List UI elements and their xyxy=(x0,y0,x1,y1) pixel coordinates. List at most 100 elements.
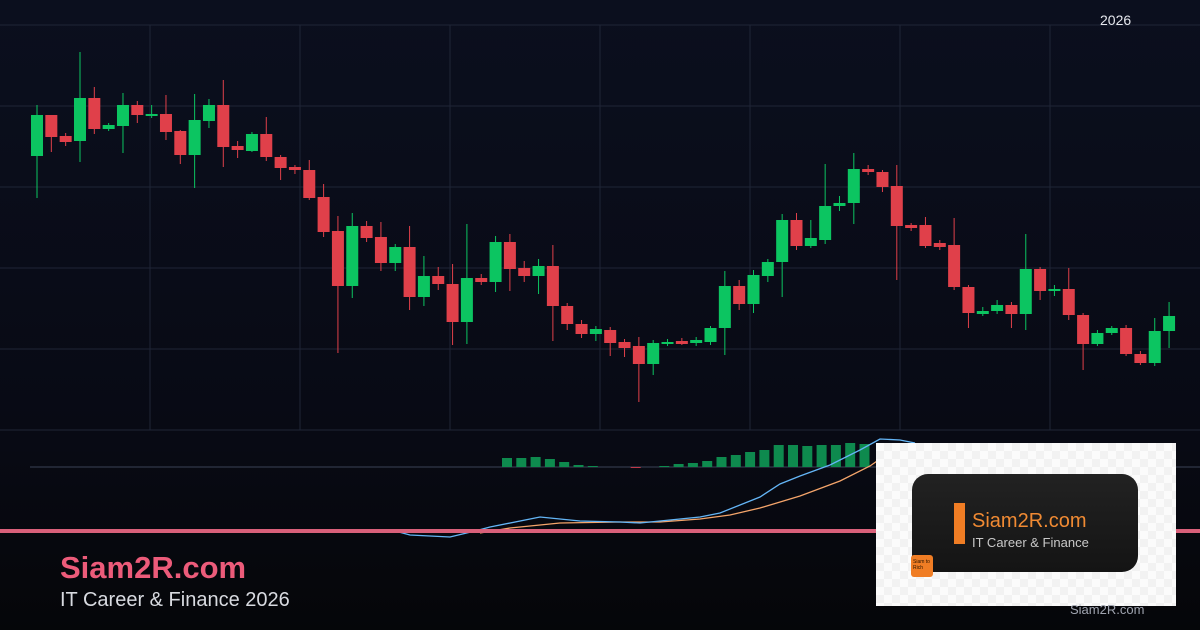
macd-histogram-bar xyxy=(673,464,684,467)
macd-histogram-bar xyxy=(716,457,727,467)
candle-body xyxy=(761,262,774,276)
candle-body xyxy=(231,146,244,150)
candle-body xyxy=(776,220,789,262)
macd-histogram-bar xyxy=(802,446,813,467)
candle-body xyxy=(432,276,445,284)
candle-body xyxy=(518,268,531,276)
candle-body xyxy=(790,220,803,246)
candle-body xyxy=(489,242,502,282)
candle-body xyxy=(31,115,43,156)
candle-body xyxy=(575,324,588,334)
candle-body xyxy=(217,105,230,147)
candle-body xyxy=(948,245,961,287)
candle-body xyxy=(647,343,660,364)
macd-histogram-bar xyxy=(859,444,870,467)
candle-body xyxy=(862,169,875,172)
macd-histogram-bar xyxy=(659,466,670,467)
candle-body xyxy=(417,276,430,297)
logo-badge: Siam to Rich xyxy=(911,555,933,577)
candle-body xyxy=(804,238,817,246)
candle-body xyxy=(618,342,631,348)
logo-name: Siam2R.com xyxy=(972,510,1087,532)
candle-body xyxy=(403,247,416,297)
candle-body xyxy=(317,197,330,232)
candle-body xyxy=(604,330,617,343)
candle-body xyxy=(1163,316,1176,331)
candle-body xyxy=(733,286,746,304)
candle-body xyxy=(303,170,316,198)
candle-body xyxy=(532,266,545,276)
candle-body xyxy=(460,278,473,322)
candle-body xyxy=(1120,328,1133,354)
macd-histogram-bar xyxy=(759,450,770,467)
logo: Siam2R.com IT Career & Finance Siam to R… xyxy=(876,443,1176,606)
level-line xyxy=(0,529,1200,533)
candle-body xyxy=(933,243,946,247)
candle-body xyxy=(1034,269,1047,291)
macd-histogram-bar xyxy=(773,445,784,467)
candle-body xyxy=(1148,331,1161,363)
candle-body xyxy=(202,105,215,121)
macd-histogram-bar xyxy=(745,452,756,467)
macd-histogram-bar xyxy=(788,445,798,467)
candle-body xyxy=(102,125,115,129)
candle-body xyxy=(661,342,674,344)
macd-histogram-bar xyxy=(816,445,827,467)
candle-body xyxy=(374,237,387,263)
candle-body xyxy=(962,287,975,313)
candle-body xyxy=(288,167,301,170)
candle-body xyxy=(1105,328,1118,333)
watermark: Siam2R.com xyxy=(1070,602,1145,617)
candle-body xyxy=(1019,269,1032,314)
candle-body xyxy=(260,134,273,157)
candle-body xyxy=(346,226,359,286)
candle-body xyxy=(1062,289,1075,315)
candle-body xyxy=(718,286,731,328)
candle-body xyxy=(245,134,258,151)
candle-body xyxy=(589,329,602,334)
candle-body xyxy=(690,340,703,343)
candle-body xyxy=(876,172,889,187)
candle-body xyxy=(446,284,459,322)
candle-body xyxy=(632,346,645,364)
macd-histogram-bar xyxy=(530,457,541,467)
macd-histogram-bar xyxy=(544,459,555,467)
macd-histogram-bar xyxy=(516,458,527,467)
candle-body xyxy=(88,98,101,129)
logo-bar-icon xyxy=(954,503,965,544)
macd-histogram-bar xyxy=(830,445,841,467)
candle-body xyxy=(174,131,187,155)
brand-title: Siam2R.com xyxy=(60,550,247,585)
candle-body xyxy=(59,136,72,142)
candle-body xyxy=(819,206,832,240)
year-label: 2026 xyxy=(1100,12,1132,28)
candle-body xyxy=(747,275,760,304)
candle-body xyxy=(360,226,373,238)
candle-body xyxy=(116,105,129,126)
candle-body xyxy=(919,225,932,246)
candle-body xyxy=(1048,289,1061,291)
logo-tagline: IT Career & Finance xyxy=(972,535,1089,550)
candle-body xyxy=(503,242,516,269)
candle-body xyxy=(1091,333,1104,344)
macd-histogram-bar xyxy=(502,458,512,467)
candle-body xyxy=(976,311,989,314)
candle-body xyxy=(675,341,688,344)
candle-body xyxy=(475,278,488,282)
candle-body xyxy=(546,266,559,306)
signal-line xyxy=(479,458,881,534)
candle-body xyxy=(704,328,717,342)
candle-body xyxy=(847,169,860,203)
candle-body xyxy=(833,203,846,206)
macd-histogram-bar xyxy=(730,455,741,467)
candle-body xyxy=(561,306,574,324)
logo-card: Siam2R.com IT Career & Finance xyxy=(912,474,1138,572)
candle-body xyxy=(890,186,903,226)
macd-histogram-bar xyxy=(630,467,641,468)
macd-histogram-bar xyxy=(687,463,698,467)
macd-histogram-bar xyxy=(587,466,598,467)
candle-body xyxy=(188,120,201,155)
candle-body xyxy=(1134,354,1147,363)
candle-body xyxy=(274,157,287,168)
